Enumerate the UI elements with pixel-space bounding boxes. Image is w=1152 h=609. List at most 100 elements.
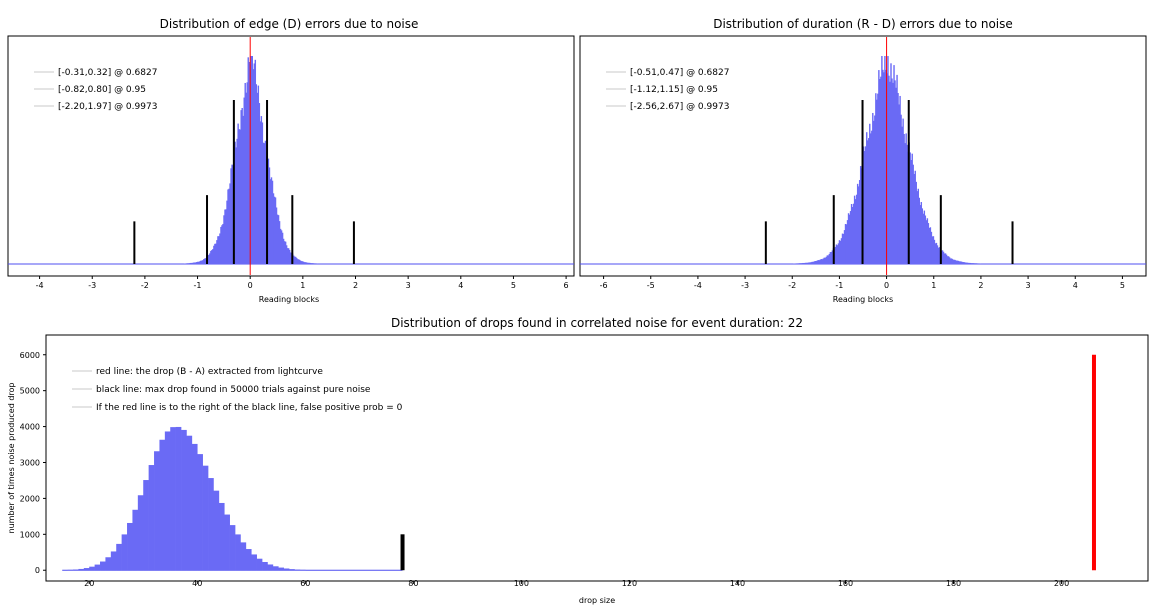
- histogram-bar: [234, 141, 236, 264]
- histogram-bar: [902, 118, 904, 264]
- histogram-bar: [221, 225, 223, 264]
- histogram-bar: [931, 236, 934, 264]
- histogram-bar: [844, 223, 847, 264]
- histogram-bar: [105, 557, 112, 571]
- histogram-bar: [954, 260, 957, 264]
- histogram-bar: [185, 263, 188, 264]
- histogram-bar: [208, 478, 214, 571]
- histogram-bar: [971, 263, 973, 264]
- histogram-bar: [892, 82, 894, 264]
- edge-error-chart: Distribution of edge (D) errors due to n…: [7, 17, 575, 304]
- histogram-bar: [944, 253, 947, 264]
- histogram-bar: [857, 186, 860, 264]
- histogram-bar: [208, 254, 210, 264]
- x-tick-label: 3: [406, 281, 411, 290]
- histogram-bar: [947, 256, 950, 264]
- histogram-bar: [218, 236, 220, 264]
- histogram-bar: [900, 114, 902, 264]
- y-tick-label: 4000: [20, 423, 40, 432]
- histogram-bar: [191, 262, 194, 264]
- histogram-bar: [808, 262, 810, 264]
- histogram-bar: [278, 567, 284, 571]
- x-tick-label: 1: [300, 281, 305, 290]
- histogram-bar: [969, 262, 971, 264]
- histogram-bar: [272, 193, 275, 264]
- histogram-bar: [943, 253, 946, 264]
- histogram-bar: [852, 203, 855, 264]
- histogram-bar: [245, 549, 252, 571]
- x-tick-label: 3: [1026, 281, 1031, 290]
- histogram-bar: [952, 259, 955, 264]
- histogram-bar: [817, 260, 819, 264]
- histogram-bar: [864, 151, 866, 264]
- histogram-bar: [280, 230, 283, 264]
- histogram-bar: [195, 262, 198, 264]
- histogram-bar: [823, 257, 825, 264]
- interval-markers: [133, 37, 355, 275]
- histogram-bar: [175, 426, 182, 571]
- histogram-bar: [881, 56, 883, 264]
- histogram-bar: [895, 87, 897, 264]
- histogram-bar: [960, 261, 962, 264]
- histogram-bar: [866, 132, 868, 264]
- histogram-bar: [910, 159, 912, 264]
- histogram-bar: [867, 140, 869, 264]
- histogram-bar: [804, 262, 806, 264]
- histogram-bar: [812, 261, 814, 264]
- histogram-bar: [181, 429, 187, 571]
- histogram-bar: [875, 93, 877, 264]
- histogram-bar: [217, 236, 219, 264]
- histogram-bar: [252, 69, 255, 265]
- legend-entry: [-0.31,0.32] @ 0.6827: [58, 68, 157, 78]
- x-tick-label: 5: [511, 281, 516, 290]
- histogram-bar: [814, 261, 816, 264]
- histogram-bar: [950, 258, 953, 264]
- histogram-bar: [308, 262, 310, 264]
- histogram-bar: [820, 259, 822, 264]
- histogram-bar: [116, 543, 122, 571]
- legend-entry: red line: the drop (B - A) extracted fro…: [96, 367, 323, 377]
- histogram-bar: [227, 189, 229, 264]
- histogram-bar: [879, 79, 881, 264]
- histogram-bar: [973, 263, 975, 264]
- x-tick-label: 160: [838, 579, 853, 588]
- histogram-bar: [289, 252, 292, 264]
- histogram-bar: [197, 261, 199, 264]
- histogram-bar: [274, 197, 277, 264]
- histogram-bar: [224, 514, 230, 571]
- histogram-bar: [911, 153, 913, 264]
- histogram-bar: [928, 227, 931, 264]
- histogram-bar: [235, 147, 237, 264]
- x-tick-label: 5: [1120, 281, 1125, 290]
- y-tick-label: 2000: [20, 494, 40, 503]
- histogram-bar: [893, 65, 895, 264]
- histogram-bar: [885, 69, 887, 264]
- x-tick-label: 140: [730, 579, 745, 588]
- histogram-bar: [801, 263, 803, 264]
- histogram-bar: [803, 263, 805, 264]
- x-tick-label: 100: [514, 579, 529, 588]
- histogram-bar: [921, 208, 924, 264]
- histogram-bar: [240, 110, 242, 264]
- x-tick-label: 0: [248, 281, 253, 290]
- histogram-bar: [261, 122, 264, 264]
- histogram-bar: [884, 56, 886, 264]
- histogram-bar: [968, 262, 970, 264]
- histogram-bar: [948, 257, 951, 264]
- histogram-bar: [316, 263, 318, 264]
- legend-entry: [-2.20,1.97] @ 0.9973: [58, 102, 157, 112]
- histogram-bar: [253, 63, 256, 264]
- histogram-bar: [912, 164, 914, 264]
- histogram-bar: [917, 188, 919, 264]
- histogram-bar: [854, 199, 857, 264]
- histogram-bar: [855, 194, 858, 264]
- x-tick-label: -6: [600, 281, 608, 290]
- histogram-bar: [836, 245, 839, 264]
- histogram-bar: [934, 243, 937, 264]
- x-tick-label: -2: [788, 281, 796, 290]
- histogram-bar: [202, 465, 209, 571]
- histogram-bar: [856, 183, 859, 264]
- legend: [-0.31,0.32] @ 0.6827 [-0.82,0.80] @ 0.9…: [34, 68, 157, 112]
- histogram-bar: [73, 569, 79, 571]
- histogram-bar: [137, 495, 144, 571]
